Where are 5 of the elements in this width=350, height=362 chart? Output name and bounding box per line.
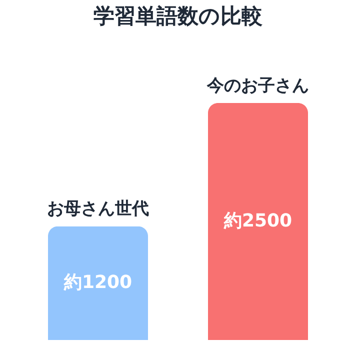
chart-title: 学習単語数の比較 [94,4,264,28]
x-tick-label: お母さん世代 [47,199,149,220]
data-label: 約1200 [62,272,132,294]
data-label: 約2500 [222,210,292,232]
x-tick-label: 今のお子さん [206,76,309,96]
